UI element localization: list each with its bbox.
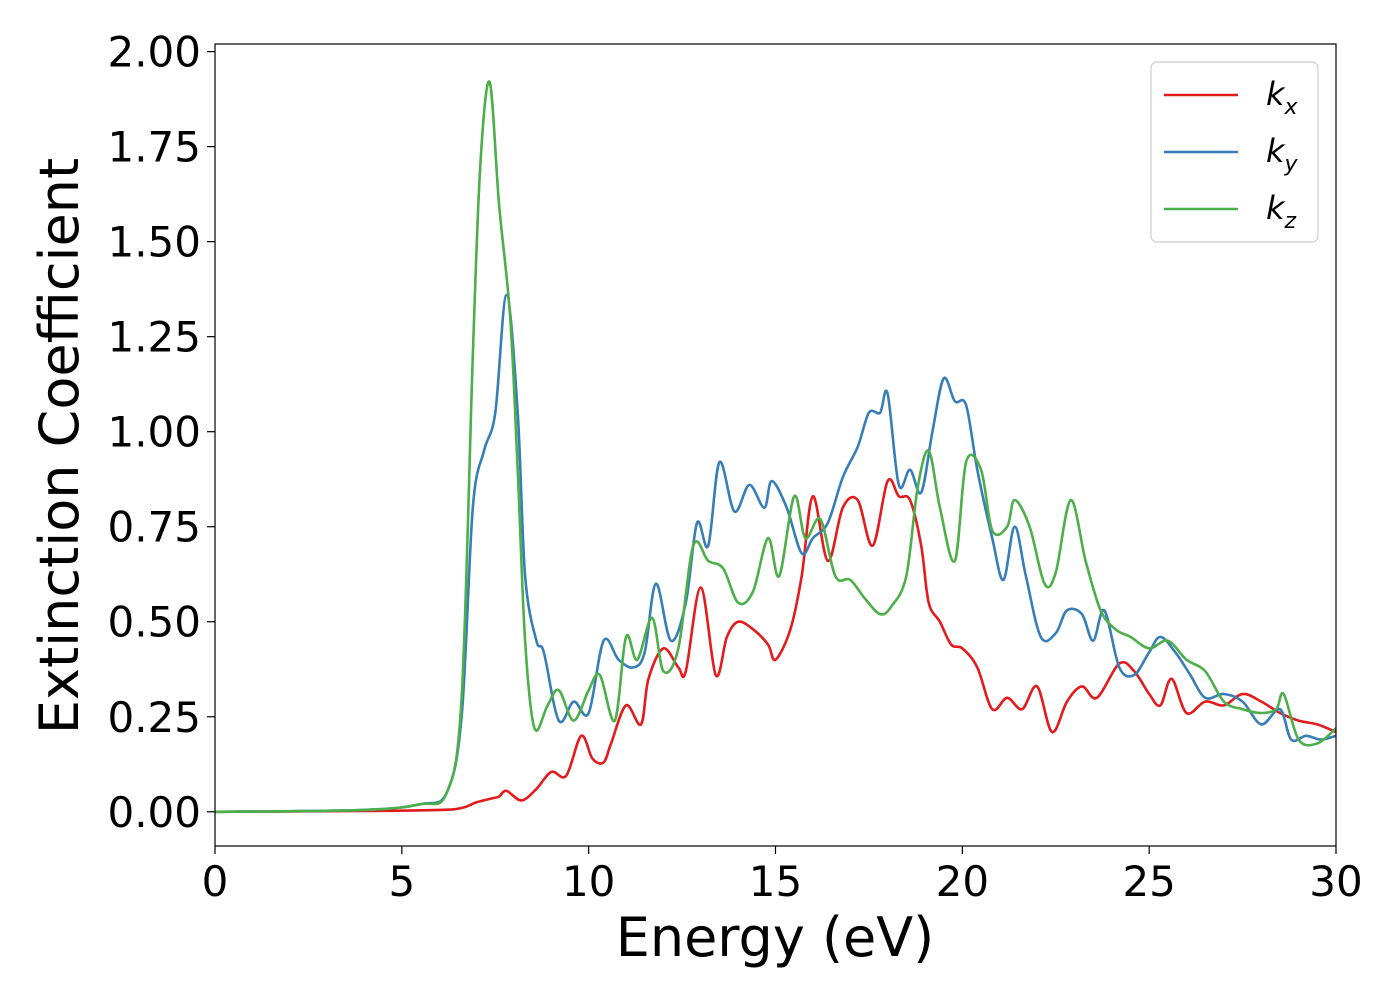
y-tick-label: 1.00 (107, 408, 201, 457)
legend-label-base: k (1266, 132, 1286, 170)
x-tick-label: 30 (1309, 857, 1362, 906)
legend-label-kz: kz (1266, 189, 1297, 234)
y-axis-title: Extinction Coefficient (28, 158, 91, 734)
y-tick-label: 0.25 (107, 693, 201, 742)
legend-label-ky: ky (1266, 132, 1299, 177)
x-axis-title: Energy (eV) (616, 906, 935, 969)
series-layer (215, 80, 1336, 814)
legend-label-subscript: z (1284, 209, 1297, 234)
legend-label-base: k (1266, 75, 1286, 113)
y-tick-label: 1.25 (107, 313, 201, 362)
series-line-kx (215, 477, 1336, 814)
legend-label-kx: kx (1266, 75, 1299, 120)
x-tick-label: 20 (936, 857, 989, 906)
x-axis: 0 5 10 15 20 25 30 (202, 846, 1363, 906)
y-tick-label: 0.50 (107, 598, 201, 647)
x-tick-label: 15 (749, 857, 802, 906)
y-tick-label: 0.00 (107, 788, 201, 837)
legend-label-subscript: x (1284, 95, 1299, 120)
y-tick-label: 1.50 (107, 218, 201, 267)
series-line-ky (215, 293, 1336, 814)
legend-label-base: k (1266, 189, 1286, 227)
x-tick-label: 5 (388, 857, 415, 906)
series-line-kz (215, 80, 1336, 814)
y-axis: 0.00 0.25 0.50 0.75 1.00 1.25 1.50 1.75 2.00 (107, 28, 215, 837)
x-tick-label: 0 (202, 857, 229, 906)
y-tick-label: 0.75 (107, 503, 201, 552)
x-tick-label: 10 (562, 857, 615, 906)
plot-area (215, 44, 1336, 846)
y-tick-label: 1.75 (107, 123, 201, 172)
legend-label-subscript: y (1284, 152, 1299, 177)
x-tick-label: 25 (1122, 857, 1175, 906)
y-tick-label: 2.00 (107, 28, 201, 77)
